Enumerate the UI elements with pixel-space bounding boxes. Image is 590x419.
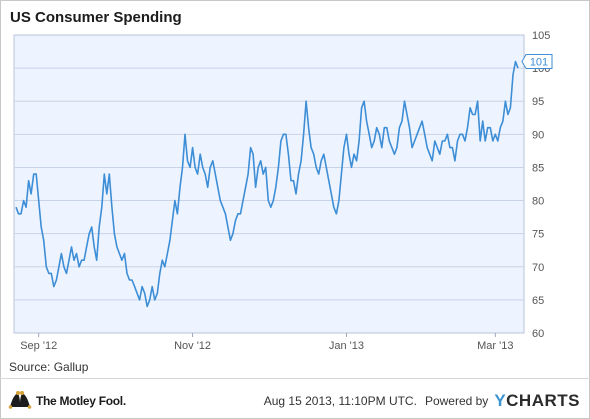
chart-title: US Consumer Spending [10, 9, 182, 26]
y-tick-label: 60 [532, 328, 544, 340]
series-line [15, 60, 519, 308]
source-text: Source: Gallup [9, 360, 89, 374]
ycharts-logo-y: Y [494, 391, 507, 410]
y-tick-label: 95 [532, 96, 544, 108]
footer-right: Aug 15 2013, 11:10PM UTC. Powered by YCH… [264, 391, 580, 411]
powered-by-label: Powered by [424, 394, 489, 408]
x-tick-label: Nov '12 [174, 340, 211, 352]
y-tick-label: 70 [532, 262, 544, 274]
motley-fool-logo[interactable]: The Motley Fool. [8, 389, 126, 413]
x-tick-label: Mar '13 [477, 340, 513, 352]
ycharts-logo[interactable]: YCHARTS [494, 391, 580, 411]
ycharts-logo-rest: CHARTS [506, 391, 580, 410]
y-tick-label: 90 [532, 129, 544, 141]
x-tick-label: Sep '12 [20, 340, 57, 352]
y-tick-label: 105 [532, 30, 550, 42]
last-value-label: 101 [530, 56, 548, 68]
y-tick-label: 65 [532, 295, 544, 307]
timestamp: Aug 15 2013, 11:10PM UTC. [263, 394, 417, 408]
last-value-callout: 101 [521, 53, 553, 69]
last-value-box [521, 53, 553, 69]
jester-hat-icon [8, 389, 32, 413]
y-tick-label: 85 [532, 162, 544, 174]
x-tick-label: Jan '13 [329, 340, 364, 352]
motley-fool-brand: The Motley Fool. [36, 394, 126, 408]
plot-area [13, 34, 525, 334]
y-tick-label: 75 [532, 229, 544, 241]
y-tick-label: 80 [532, 196, 544, 208]
footer-divider [0, 378, 590, 379]
